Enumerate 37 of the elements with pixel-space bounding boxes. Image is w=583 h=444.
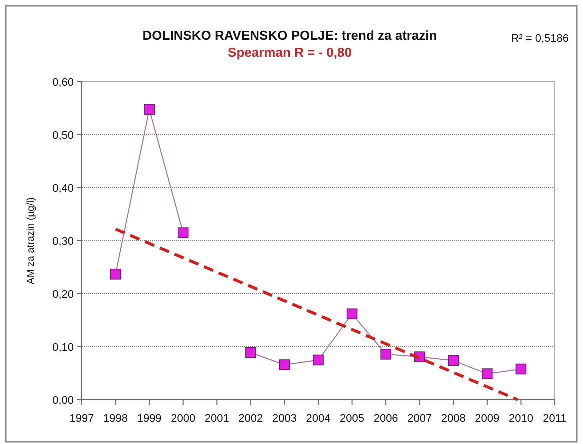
x-tick-label: 2000: [171, 413, 196, 425]
x-tick-label: 1999: [137, 413, 162, 425]
point: [246, 347, 256, 358]
chart-subtitle: Spearman R = - 0,80: [228, 45, 352, 60]
y-axis-title: AM za atrazin (µg/l): [26, 198, 37, 284]
y-tick-label: 0,60: [52, 77, 74, 89]
point: [110, 268, 122, 280]
text: R² = 0,5186: [511, 33, 569, 45]
point: [482, 368, 493, 380]
chart-title: DOLINSKO RAVENSKO POLJE: trend za atrazin: [142, 28, 438, 43]
x-tick-label: 2005: [340, 413, 365, 425]
y-tick-label: 0,20: [52, 289, 74, 301]
y-tick-label: 0,30: [52, 236, 74, 248]
point: [313, 354, 324, 366]
x-tick-label: 1998: [104, 413, 128, 425]
point: [279, 360, 290, 370]
y-tick-label: 0,40: [52, 183, 74, 195]
x-tick-label: 2004: [306, 413, 331, 425]
y-tick-label: 0,50: [52, 130, 74, 142]
point: [144, 104, 155, 115]
x-tick-label: 2007: [408, 413, 432, 425]
x-tick-label: 2011: [543, 413, 567, 425]
point: [346, 308, 358, 320]
y-tick-label: 0,10: [52, 342, 74, 354]
x-tick-label: 2002: [238, 413, 264, 425]
x-tick-label: 2008: [441, 413, 466, 425]
x-tick-label: 1997: [70, 413, 94, 425]
x-tick-label: 2009: [475, 413, 500, 425]
point: [178, 228, 189, 238]
point: [380, 349, 392, 360]
point: [448, 355, 460, 366]
x-tick-label: 2001: [204, 413, 230, 425]
point: [516, 364, 527, 375]
x-tick-label: 2010: [508, 413, 534, 425]
y-tick-label: 0,00: [52, 395, 74, 407]
x-tick-label: 2006: [374, 413, 398, 425]
x-tick-label: 2003: [272, 413, 297, 425]
